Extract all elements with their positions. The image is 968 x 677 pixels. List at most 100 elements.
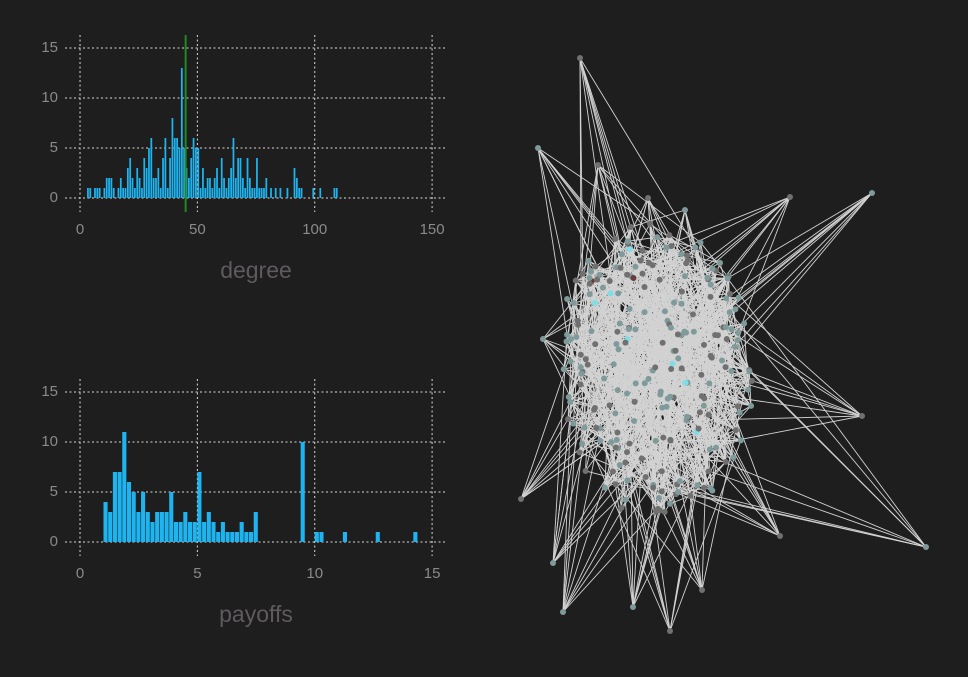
bar bbox=[103, 188, 106, 198]
edge bbox=[711, 357, 863, 417]
edge bbox=[701, 192, 873, 397]
edge bbox=[589, 292, 611, 295]
edge bbox=[581, 197, 649, 444]
edge bbox=[589, 283, 612, 443]
node bbox=[705, 411, 712, 418]
y-tick-label: 5 bbox=[50, 483, 58, 500]
node bbox=[632, 263, 639, 270]
node bbox=[732, 427, 739, 434]
node bbox=[661, 308, 668, 315]
node bbox=[707, 293, 714, 300]
node bbox=[579, 440, 586, 447]
bar bbox=[155, 512, 160, 542]
node bbox=[535, 145, 541, 151]
bar bbox=[178, 148, 181, 198]
node bbox=[719, 357, 726, 364]
edge bbox=[579, 57, 669, 399]
edge bbox=[589, 283, 618, 440]
node bbox=[624, 238, 631, 245]
edge bbox=[565, 164, 599, 342]
node bbox=[698, 371, 705, 378]
node bbox=[678, 300, 685, 307]
node bbox=[625, 326, 632, 333]
node bbox=[667, 628, 673, 634]
bar bbox=[141, 492, 146, 542]
node bbox=[697, 239, 704, 246]
bar bbox=[171, 118, 174, 198]
bar bbox=[159, 512, 164, 542]
node bbox=[632, 326, 639, 333]
bar bbox=[126, 168, 129, 198]
edge bbox=[737, 339, 750, 371]
edge bbox=[627, 243, 781, 537]
bar bbox=[234, 532, 240, 542]
node bbox=[615, 290, 622, 297]
node bbox=[699, 587, 705, 593]
node bbox=[646, 259, 653, 266]
edge bbox=[612, 471, 927, 548]
bar bbox=[176, 138, 179, 198]
node bbox=[616, 320, 623, 327]
edge bbox=[647, 197, 750, 371]
node bbox=[749, 377, 756, 384]
edge bbox=[659, 279, 739, 334]
node bbox=[723, 295, 730, 302]
edge bbox=[603, 378, 671, 632]
node bbox=[656, 276, 663, 283]
edge bbox=[582, 271, 592, 372]
node bbox=[787, 194, 793, 200]
bar bbox=[117, 472, 122, 542]
node bbox=[615, 346, 622, 353]
node bbox=[588, 328, 595, 335]
node bbox=[690, 328, 697, 335]
edge bbox=[729, 312, 749, 390]
node bbox=[624, 477, 631, 484]
y-tick-label: 15 bbox=[41, 383, 58, 400]
node bbox=[722, 364, 729, 371]
node bbox=[622, 339, 629, 346]
node bbox=[576, 449, 583, 456]
node bbox=[610, 361, 617, 368]
edge bbox=[725, 192, 873, 299]
bar bbox=[314, 532, 319, 542]
bar bbox=[204, 188, 207, 198]
edge bbox=[597, 164, 672, 247]
bar bbox=[108, 512, 113, 542]
node bbox=[659, 404, 666, 411]
node bbox=[606, 402, 613, 409]
edge bbox=[602, 196, 791, 289]
bar bbox=[218, 188, 221, 198]
node bbox=[578, 370, 585, 377]
node bbox=[597, 437, 604, 444]
edge bbox=[681, 303, 927, 548]
bar bbox=[209, 178, 211, 198]
node bbox=[668, 243, 675, 250]
edge bbox=[575, 164, 599, 338]
node bbox=[612, 444, 619, 451]
bar bbox=[183, 148, 186, 198]
bar bbox=[169, 492, 174, 542]
y-tick-label: 5 bbox=[50, 139, 58, 156]
edge bbox=[542, 338, 702, 397]
edge bbox=[581, 443, 703, 591]
edge bbox=[542, 338, 586, 428]
bar bbox=[279, 188, 282, 198]
node bbox=[630, 275, 637, 282]
edge bbox=[537, 147, 683, 369]
node bbox=[746, 368, 753, 375]
node bbox=[641, 283, 648, 290]
bar bbox=[126, 482, 132, 542]
node bbox=[624, 271, 631, 278]
edge bbox=[735, 192, 873, 310]
node bbox=[676, 478, 683, 485]
node bbox=[701, 484, 708, 491]
edge bbox=[599, 274, 703, 591]
node bbox=[612, 481, 619, 488]
bar bbox=[138, 178, 141, 198]
node bbox=[682, 379, 689, 386]
edge bbox=[661, 439, 671, 492]
node bbox=[624, 449, 631, 456]
edge bbox=[632, 458, 643, 608]
edge bbox=[684, 209, 727, 462]
bar bbox=[103, 502, 108, 542]
